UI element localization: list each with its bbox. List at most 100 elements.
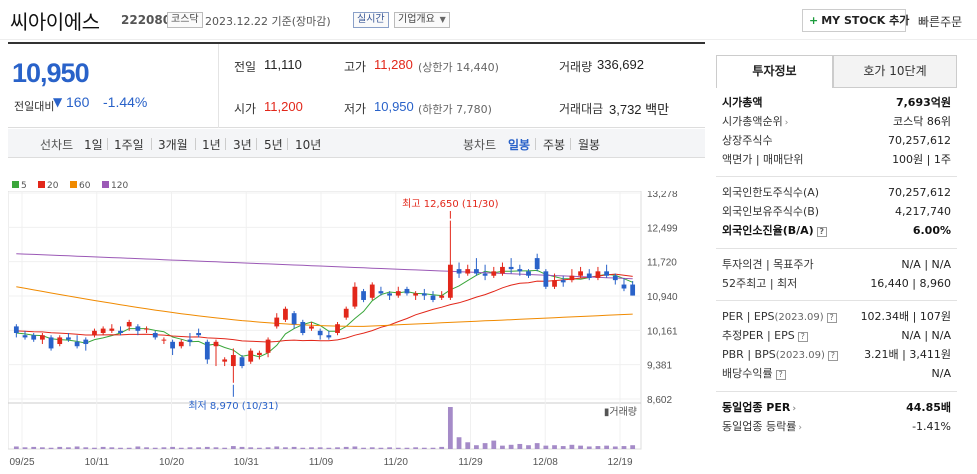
tab-orderbook[interactable]: 호가 10단계 bbox=[833, 55, 957, 88]
candle-body bbox=[152, 333, 158, 338]
foreign-ratio-label: 외국인소진율(B/A)? bbox=[722, 222, 827, 240]
candle-body bbox=[361, 291, 366, 300]
volume-bar bbox=[395, 447, 401, 449]
candle-body bbox=[517, 269, 523, 272]
volume-bar bbox=[378, 447, 384, 449]
help-icon[interactable]: ? bbox=[827, 351, 838, 361]
candle-body bbox=[31, 335, 37, 340]
candle-body bbox=[378, 291, 384, 294]
candle-body bbox=[265, 339, 271, 353]
period-1w[interactable]: 1주일 bbox=[114, 138, 144, 152]
volume-bar bbox=[213, 447, 219, 449]
volume-label: 거래량 bbox=[559, 60, 593, 74]
volume-bar bbox=[100, 446, 106, 449]
chevron-right-icon: › bbox=[792, 404, 797, 414]
volume-bar bbox=[118, 447, 123, 449]
x-tick-label: 09/25 bbox=[9, 457, 34, 468]
listed-shares-value: 70,257,612 bbox=[888, 134, 951, 147]
tab-invest-info[interactable]: 투자정보 bbox=[716, 55, 833, 88]
candle-body bbox=[421, 293, 427, 296]
help-icon[interactable]: ? bbox=[826, 313, 837, 323]
candle-body bbox=[13, 326, 19, 334]
volume-bar bbox=[66, 447, 71, 449]
candle-monthly[interactable]: 월봉 bbox=[578, 138, 601, 152]
high-label: 고가 bbox=[344, 60, 367, 74]
period-3m[interactable]: 3개월 bbox=[158, 138, 188, 152]
candle-body bbox=[526, 271, 531, 276]
volume-bar bbox=[317, 447, 323, 449]
realtime-badge[interactable]: 실시간 bbox=[353, 12, 389, 28]
legend-ma60-label: 60 bbox=[79, 181, 91, 191]
candle-body bbox=[48, 337, 54, 349]
candle-body bbox=[248, 350, 254, 362]
period-1y[interactable]: 1년 bbox=[202, 138, 221, 152]
legend-ma120: 120 bbox=[102, 181, 128, 191]
volume-bar bbox=[491, 440, 497, 449]
row-listed-shares: 상장주식수 70,257,612 bbox=[722, 132, 951, 150]
legend-ma20: 20 bbox=[38, 181, 58, 191]
candle-weekly[interactable]: 주봉 bbox=[543, 138, 566, 152]
volume-bar bbox=[204, 446, 210, 449]
high-value: 11,280 bbox=[374, 57, 413, 72]
candle-body bbox=[604, 271, 610, 276]
period-5y[interactable]: 5년 bbox=[264, 138, 283, 152]
est-per-label-text: 추정PER | EPS bbox=[722, 329, 795, 342]
candle-body bbox=[317, 330, 323, 336]
volume-bar bbox=[387, 447, 392, 449]
period-1d[interactable]: 1일 bbox=[84, 138, 103, 152]
volume-bar bbox=[630, 445, 636, 449]
low-annotation: 최저 8,970 (10/31) bbox=[188, 400, 278, 412]
candle-body bbox=[578, 271, 583, 276]
volume-bar bbox=[74, 446, 80, 449]
row-sector-rate[interactable]: 동일업종 등락률 › -1.41% bbox=[722, 418, 951, 436]
x-tick-label: 11/20 bbox=[384, 457, 409, 468]
row-sector-per[interactable]: 동일업종 PER › 44.85배 bbox=[722, 399, 951, 417]
volume-bar bbox=[161, 447, 167, 449]
pbr-date: (2023.09) bbox=[775, 350, 825, 361]
price-chart[interactable]: 5 20 60 120 13,278 12,499 11,720 10,940 10,1… bbox=[8, 176, 705, 472]
row-market-cap: 시가총액 7,693억원 bbox=[722, 94, 951, 112]
chart-canvas[interactable]: 13,278 12,499 11,720 10,940 10,161 9,381 8,602… bbox=[8, 191, 705, 472]
period-3y[interactable]: 3년 bbox=[233, 138, 252, 152]
candle-body bbox=[257, 352, 262, 356]
divider bbox=[716, 300, 957, 301]
candle-body bbox=[83, 339, 89, 345]
chart-frame bbox=[8, 191, 642, 450]
candle-daily[interactable]: 일봉 bbox=[508, 138, 531, 152]
quote-panel: 10,950 전일대비 ▼ 160 -1.44% 전일 11,110 고가 11… bbox=[8, 42, 705, 128]
candle-body bbox=[170, 341, 175, 349]
low-value: 10,950 bbox=[374, 99, 414, 114]
row-market-cap-rank[interactable]: 시가총액순위 › 코스닥 86위 bbox=[722, 113, 951, 131]
add-mystock-button[interactable]: + MY STOCK 추가 bbox=[802, 9, 909, 32]
est-per-label: 추정PER | EPS? bbox=[722, 327, 808, 345]
open-value: 11,200 bbox=[264, 99, 303, 114]
chevron-right-icon: › bbox=[784, 118, 789, 128]
volume-bar bbox=[526, 445, 531, 449]
foreign-limit-label: 외국인한도주식수(A) bbox=[722, 186, 820, 199]
base-date: 2023.12.22 기준(장마감) bbox=[205, 15, 331, 28]
candle-body bbox=[430, 295, 436, 300]
candle-body bbox=[283, 308, 288, 320]
separator bbox=[195, 138, 196, 150]
help-icon[interactable]: ? bbox=[775, 370, 786, 380]
volume-bar bbox=[456, 437, 462, 449]
company-info-label: 기업개요 bbox=[398, 14, 435, 25]
legend-ma20-label: 20 bbox=[47, 181, 59, 191]
y-tick-label: 10,161 bbox=[647, 326, 678, 337]
help-icon[interactable]: ? bbox=[797, 332, 808, 342]
period-10y[interactable]: 10년 bbox=[295, 138, 322, 152]
per-label-text: PER | EPS bbox=[722, 310, 775, 323]
candle-body bbox=[74, 341, 80, 347]
volume-bar bbox=[31, 446, 37, 449]
company-info-dropdown[interactable]: 기업개요 ▼ bbox=[394, 12, 450, 28]
quick-order-button[interactable]: 빠른주문 bbox=[918, 15, 963, 29]
volume-bar bbox=[474, 445, 479, 449]
volume-bar bbox=[612, 446, 618, 449]
row-foreign-limit: 외국인한도주식수(A) 70,257,612 bbox=[722, 184, 951, 202]
candle-body bbox=[178, 341, 184, 347]
candle-body bbox=[213, 341, 219, 347]
volume-bar bbox=[57, 446, 63, 449]
volume-bar bbox=[274, 446, 280, 449]
est-per-value: N/A | N/A bbox=[901, 329, 951, 342]
help-icon[interactable]: ? bbox=[816, 227, 827, 237]
